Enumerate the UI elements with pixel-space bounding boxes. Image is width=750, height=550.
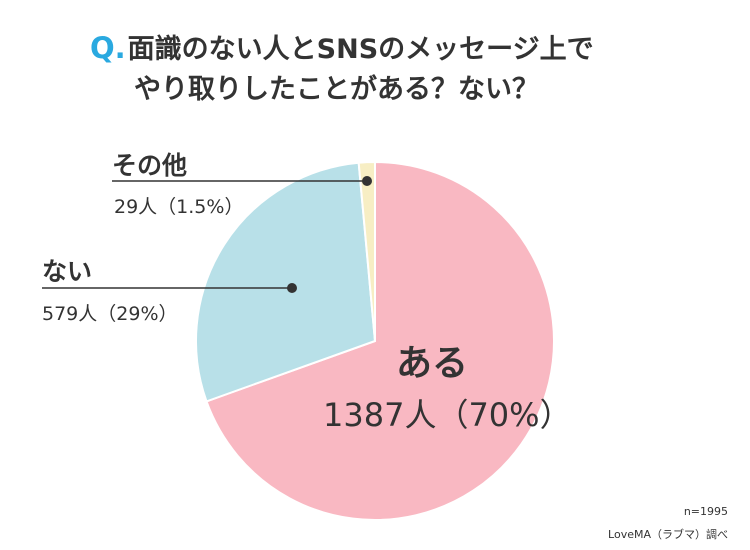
leader-no-dot xyxy=(287,283,297,293)
title-line-1: 面識のない人とSNSのメッセージ上で xyxy=(127,34,594,65)
slice-value-other: 29人（1.5%） xyxy=(114,196,244,218)
pie-slice-no xyxy=(195,161,377,403)
title-line-2: やり取りしたことがある？ない？ xyxy=(134,74,539,105)
slice-value-yes: 1387人（70%） xyxy=(323,396,572,434)
pie-slice-other xyxy=(357,160,376,342)
leader-other-dot xyxy=(362,176,372,186)
pie-slice-yes xyxy=(205,160,555,521)
question-mark: Q. xyxy=(90,31,126,65)
pie-slices xyxy=(195,160,555,521)
sample-size: n=1995 xyxy=(683,505,728,518)
slice-value-no: 579人（29%） xyxy=(42,303,178,325)
slice-label-other: その他 xyxy=(112,151,188,180)
slice-label-no: ない xyxy=(42,257,93,286)
source-note: LoveMA（ラブマ）調べ xyxy=(608,528,728,541)
slice-label-yes: ある xyxy=(396,343,469,384)
leader-lines xyxy=(42,176,372,293)
chart-title: Q.面識のない人とSNSのメッセージ上で やり取りしたことがある？ない？ xyxy=(90,28,710,110)
